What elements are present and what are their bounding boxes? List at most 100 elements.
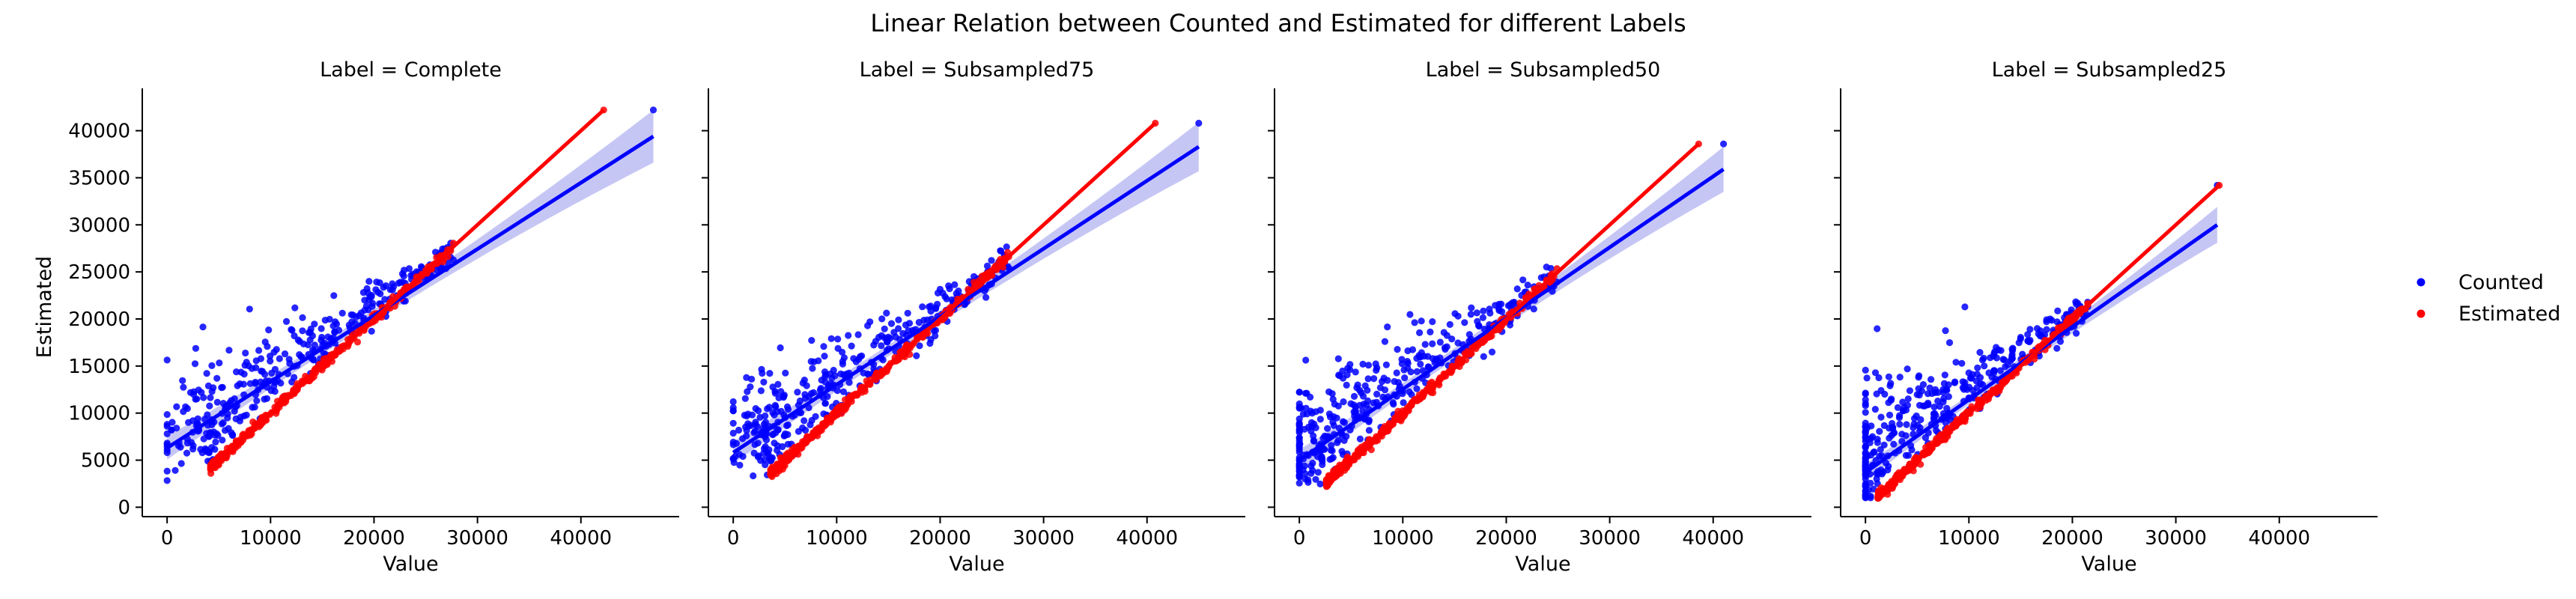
counted-point bbox=[830, 366, 837, 374]
counted-point bbox=[2053, 344, 2061, 352]
counted-point bbox=[1488, 348, 1496, 356]
counted-point bbox=[240, 412, 248, 420]
counted-point bbox=[330, 292, 338, 300]
facet-panel: Label = Subsampled25 0 10000 20000 30000 4000… bbox=[1834, 58, 2378, 576]
counted-point bbox=[1364, 375, 1372, 383]
counted-point bbox=[817, 385, 824, 392]
counted-point bbox=[338, 309, 346, 317]
panel-title: Label = Subsampled25 bbox=[1992, 58, 2227, 82]
x-tick-label: 10000 bbox=[806, 527, 868, 550]
counted-point bbox=[1887, 397, 1895, 404]
counted-point bbox=[1966, 374, 1974, 382]
counted-point bbox=[1370, 375, 1378, 383]
counted-point bbox=[1330, 422, 1337, 429]
facet-panel: Label = Subsampled50 0 10000 20000 30000 4000… bbox=[1268, 58, 1811, 576]
counted-point bbox=[1524, 282, 1531, 289]
counted-point bbox=[932, 326, 939, 334]
counted-point bbox=[936, 285, 944, 293]
counted-point bbox=[1358, 389, 1365, 397]
counted-point bbox=[368, 300, 377, 307]
counted-point bbox=[1380, 374, 1388, 382]
counted-point bbox=[2054, 307, 2062, 314]
counted-point bbox=[1379, 393, 1387, 401]
counted-point bbox=[265, 326, 273, 334]
counted-point bbox=[1417, 360, 1424, 368]
counted-point bbox=[1916, 372, 1923, 380]
counted-point bbox=[1440, 329, 1448, 336]
counted-point bbox=[1862, 494, 1869, 502]
counted-point bbox=[261, 371, 269, 378]
counted-point bbox=[243, 359, 250, 366]
counted-point bbox=[1295, 389, 1303, 396]
counted-point bbox=[1862, 400, 1869, 407]
legend-label: Estimated bbox=[2458, 302, 2560, 326]
counted-point bbox=[1334, 355, 1342, 362]
counted-point bbox=[1990, 353, 1997, 360]
counted-point bbox=[729, 398, 737, 406]
counted-point bbox=[248, 365, 255, 372]
counted-point bbox=[163, 356, 171, 364]
counted-point bbox=[1309, 459, 1316, 467]
counted-point bbox=[1417, 353, 1424, 361]
counted-point bbox=[1492, 302, 1499, 309]
counted-point bbox=[219, 437, 226, 444]
counted-point bbox=[1862, 409, 1869, 416]
counted-point bbox=[945, 282, 953, 290]
counted-point bbox=[1352, 368, 1359, 376]
counted-point bbox=[839, 360, 846, 368]
counted-point bbox=[997, 247, 1004, 255]
counted-point bbox=[179, 377, 186, 384]
counted-point bbox=[752, 419, 759, 426]
counted-point bbox=[1429, 318, 1436, 326]
counted-point bbox=[1354, 381, 1361, 389]
counted-point bbox=[1915, 385, 1922, 392]
counted-point bbox=[809, 365, 816, 372]
counted-point bbox=[199, 323, 207, 331]
counted-point bbox=[1901, 404, 1908, 412]
counted-point bbox=[1961, 303, 1969, 311]
counted-point bbox=[1382, 361, 1390, 368]
counted-point bbox=[1877, 413, 1885, 421]
counted-point bbox=[219, 400, 227, 407]
x-tick-label: 20000 bbox=[2041, 527, 2103, 550]
x-tick-label: 0 bbox=[1859, 527, 1872, 550]
counted-point bbox=[389, 280, 396, 288]
counted-point bbox=[1862, 366, 1869, 374]
counted-point bbox=[774, 408, 781, 416]
counted-point bbox=[1326, 413, 1334, 421]
counted-point bbox=[198, 389, 205, 396]
counted-point bbox=[1874, 325, 1881, 332]
counted-point bbox=[780, 432, 788, 440]
counted-point bbox=[1373, 364, 1381, 371]
counted-point bbox=[1940, 380, 1948, 387]
counted-point bbox=[1328, 442, 1335, 449]
counted-point bbox=[1340, 398, 1347, 406]
counted-point bbox=[748, 375, 756, 383]
panel-title: Label = Complete bbox=[320, 58, 502, 82]
counted-point bbox=[177, 443, 184, 451]
counted-point bbox=[1480, 307, 1487, 314]
counted-point bbox=[801, 417, 808, 425]
counted-point bbox=[1328, 454, 1336, 463]
counted-point bbox=[1922, 434, 1929, 442]
counted-point bbox=[234, 382, 241, 389]
counted-point bbox=[1352, 410, 1359, 417]
counted-point bbox=[345, 321, 353, 329]
counted-point bbox=[782, 369, 789, 377]
counted-point bbox=[1862, 488, 1869, 496]
counted-point bbox=[1486, 305, 1493, 313]
counted-point bbox=[1862, 480, 1869, 487]
counted-point bbox=[831, 372, 839, 380]
counted-point bbox=[1364, 362, 1373, 369]
counted-point bbox=[331, 328, 338, 335]
counted-point bbox=[1999, 356, 2007, 363]
counted-point bbox=[1340, 437, 1348, 445]
counted-point bbox=[2017, 333, 2024, 341]
counted-point bbox=[1873, 390, 1880, 398]
counted-point bbox=[183, 449, 191, 457]
counted-point bbox=[1416, 329, 1424, 336]
counted-point bbox=[1319, 454, 1326, 462]
counted-point bbox=[1376, 384, 1384, 392]
counted-point bbox=[848, 342, 855, 350]
estimated-fit-line bbox=[769, 121, 1157, 475]
